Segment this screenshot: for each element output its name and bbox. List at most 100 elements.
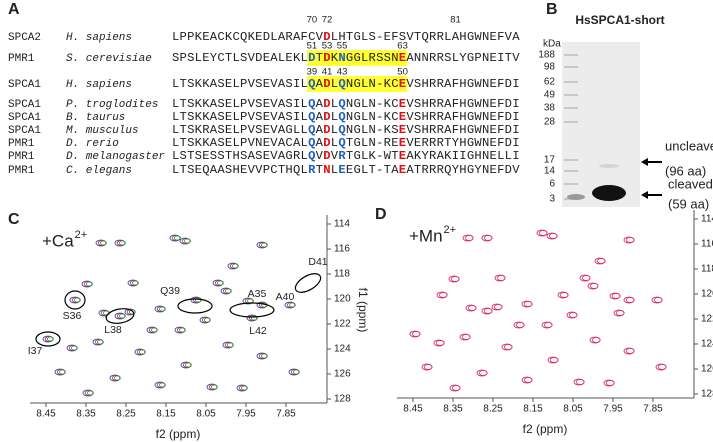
peak [74, 297, 81, 303]
band [599, 164, 619, 168]
peak [483, 308, 493, 314]
peak [591, 337, 601, 343]
ladder-label: 6 [549, 179, 555, 190]
y-tick-label: 114 [334, 219, 350, 230]
gel-title: HsSPCA1-short [575, 13, 664, 27]
protein-name: SPCA1 [8, 125, 41, 137]
peak [549, 357, 559, 363]
peak-label: D41 [308, 256, 327, 268]
sequence: LTSKKASELPVSEVASILQADLQNGLN-KCEVSHRRAFHG… [172, 110, 520, 124]
peak [158, 306, 166, 312]
x-tick-label: 8.25 [483, 404, 503, 415]
peak [131, 280, 139, 286]
peak [288, 302, 296, 308]
condition: +Ca [42, 231, 74, 250]
peak [138, 349, 146, 355]
x-tick-label: 7.85 [276, 409, 296, 420]
y-tick-label: 114 [701, 214, 713, 225]
species-name: D. melanogaster [66, 151, 165, 163]
peak [87, 390, 94, 396]
peak [71, 345, 78, 351]
peak-label: L42 [249, 325, 267, 337]
y-tick-label: 126 [334, 369, 351, 380]
protein-name: PMR1 [8, 138, 35, 150]
peak [657, 364, 667, 370]
peak [114, 375, 121, 381]
peak [611, 293, 621, 299]
peak [97, 339, 104, 345]
peak [86, 281, 93, 287]
peak-circle [177, 298, 213, 314]
peak-label: I37 [28, 345, 43, 357]
peak [119, 313, 126, 319]
x-tick-label: 8.35 [76, 409, 96, 420]
peak [231, 263, 239, 269]
ladder-label: 98 [544, 62, 556, 73]
peak [493, 304, 503, 310]
ladder-label: 62 [544, 77, 556, 88]
residue-number: 41 [322, 67, 333, 78]
species-name: H. sapiens [66, 79, 132, 91]
peak [260, 242, 268, 248]
panel-label: C [8, 211, 20, 228]
peak [548, 233, 558, 239]
y-tick-label: 128 [701, 389, 713, 400]
peak [523, 377, 533, 383]
ladder-label: 14 [544, 166, 556, 177]
condition-sup: 2+ [444, 224, 457, 236]
peak [538, 230, 548, 236]
peak-label: A35 [248, 288, 267, 300]
peak [575, 379, 585, 385]
panel-label: A [8, 1, 20, 18]
peak [240, 385, 248, 391]
peak-label: L38 [104, 324, 122, 336]
ladder-label: 3 [549, 194, 555, 205]
peak [423, 364, 433, 370]
peak-circle [294, 273, 322, 293]
arrow-head [641, 158, 648, 166]
peak [605, 380, 615, 386]
y-tick-label: 116 [334, 244, 350, 255]
peak [210, 384, 218, 390]
condition: +Mn [409, 226, 443, 245]
sequence: LPPKEACKCQKEDLARAFCVDLHTGLS-EFSVTQRRLAHG… [172, 30, 520, 44]
peak [150, 327, 158, 333]
x-tick-label: 8.25 [116, 409, 136, 420]
x-tick-label: 8.05 [196, 409, 216, 420]
band-label: cleaved [668, 176, 713, 191]
x-tick-label: 8.35 [443, 404, 463, 415]
residue-number: 39 [307, 67, 318, 78]
peak [625, 348, 635, 354]
panel-label: D [375, 206, 387, 223]
x-tick-label: 7.95 [603, 404, 623, 415]
band-label: uncleaved [665, 138, 713, 153]
peak [226, 342, 234, 348]
y-tick-label: 118 [334, 269, 350, 280]
sequence: LTSKKASELPVNEVACALQADLQTGLN-REEVERRRTYHG… [172, 136, 520, 150]
x-tick-label: 8.05 [563, 404, 583, 415]
residue-number: 72 [322, 15, 333, 26]
y-tick-label: 124 [334, 344, 351, 355]
peak [435, 340, 445, 346]
peak [568, 312, 578, 318]
peak [653, 297, 663, 303]
y-axis-label: f1 (ppm) [356, 288, 370, 333]
peak-label: A40 [276, 291, 295, 303]
peak [128, 309, 136, 315]
species-name: H. sapiens [66, 32, 132, 44]
peak [467, 305, 477, 311]
peak [173, 235, 181, 241]
arrow-head [641, 191, 648, 199]
peak [292, 369, 300, 375]
peak [615, 310, 625, 316]
band-label: (96 aa) [665, 163, 706, 178]
x-tick-label: 7.95 [236, 409, 256, 420]
residue-number: 43 [337, 67, 348, 78]
y-tick-label: 124 [701, 339, 713, 350]
ladder-label: 38 [544, 103, 556, 114]
y-tick-label: 126 [701, 364, 713, 375]
protein-name: SPCA1 [8, 99, 41, 111]
y-tick-label: 122 [701, 314, 713, 325]
peak [450, 276, 460, 282]
